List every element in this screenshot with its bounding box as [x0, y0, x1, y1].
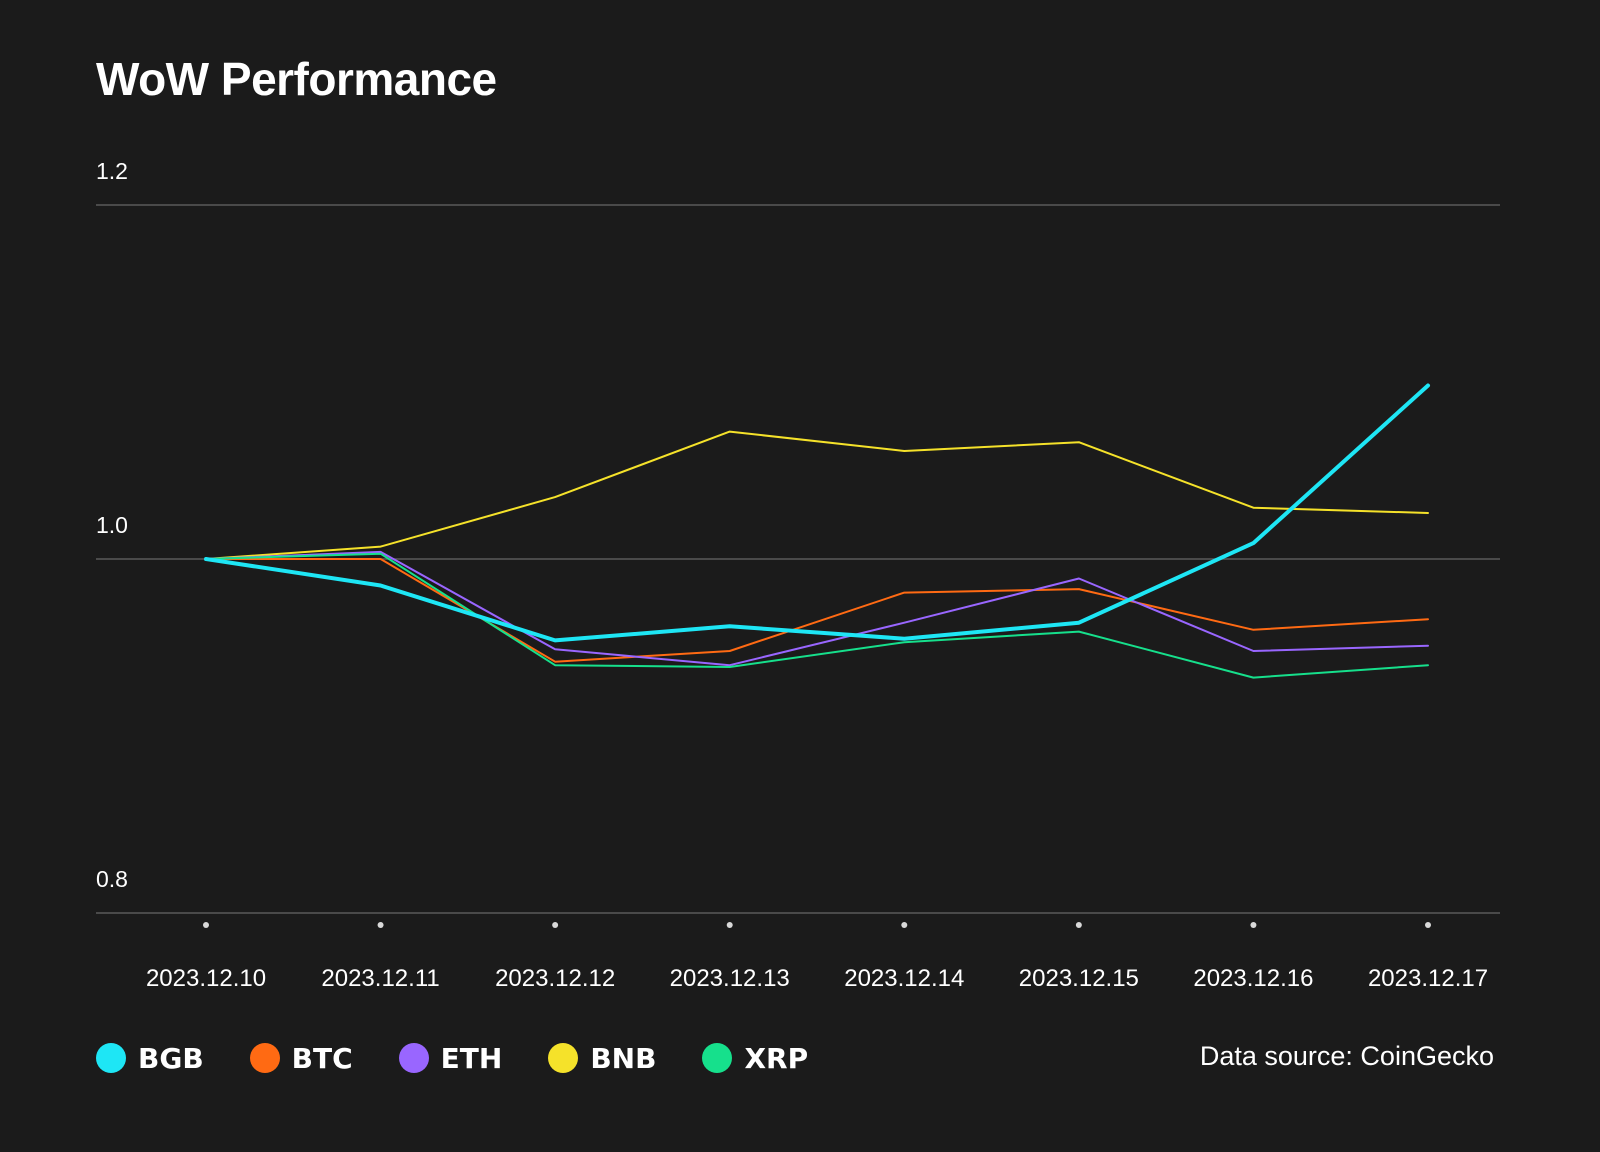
x-tick-dot — [726, 922, 733, 928]
y-tick-label: 1.2 — [96, 158, 128, 184]
legend-item-eth: ETH — [398, 1041, 503, 1075]
series-line-bgb — [204, 383, 1430, 643]
series-line-xrp — [205, 552, 1429, 679]
legend-item-bgb: BGB — [96, 1042, 204, 1075]
series-line-bnb — [205, 430, 1429, 560]
x-tick-label: 2023.12.13 — [670, 965, 790, 992]
x-tick-dot — [1250, 922, 1257, 928]
legend-swatch-bgb — [96, 1043, 126, 1073]
x-tick-label: 2023.12.15 — [1019, 965, 1139, 992]
legend-swatch-bnb — [548, 1043, 579, 1073]
chart-title: WoW Performance — [96, 53, 497, 105]
x-tick-label: 2023.12.17 — [1368, 965, 1488, 992]
x-tick-label: 2023.12.10 — [146, 965, 266, 992]
legend-label-btc: BTC — [291, 1041, 353, 1075]
legend-label-xrp: XRP — [744, 1041, 809, 1075]
legend-swatch-btc — [249, 1043, 280, 1073]
x-tick-label: 2023.12.12 — [495, 965, 615, 992]
series-line-btc — [205, 558, 1429, 663]
y-tick-label: 1.0 — [96, 512, 128, 538]
x-tick-label: 2023.12.16 — [1193, 965, 1313, 992]
legend-swatch-xrp — [702, 1043, 733, 1073]
x-tick-dot — [203, 922, 209, 928]
x-tick-dot — [1075, 922, 1082, 928]
data-source-note: Data source: CoinGecko — [1199, 1041, 1494, 1071]
x-tick-dot — [552, 922, 559, 928]
legend-swatch-eth — [398, 1043, 429, 1073]
legend-item-btc: BTC — [249, 1041, 353, 1075]
x-tick-dot — [377, 922, 384, 928]
legend-label-eth: ETH — [440, 1041, 503, 1075]
legend-label-bgb: BGB — [138, 1041, 204, 1075]
x-tick-dot — [1425, 922, 1431, 928]
legend-item-xrp: XRP — [702, 1042, 808, 1075]
x-tick-label: 2023.12.11 — [321, 965, 439, 992]
legend: BGB BTC ETH BNB XRP — [96, 1040, 808, 1076]
legend-item-bnb: BNB — [548, 1042, 656, 1075]
y-tick-label: 0.8 — [96, 866, 128, 892]
series-line-eth — [205, 550, 1429, 667]
x-tick-dot — [901, 922, 908, 928]
x-tick-label: 2023.12.14 — [844, 965, 964, 992]
legend-label-bnb: BNB — [590, 1041, 657, 1075]
